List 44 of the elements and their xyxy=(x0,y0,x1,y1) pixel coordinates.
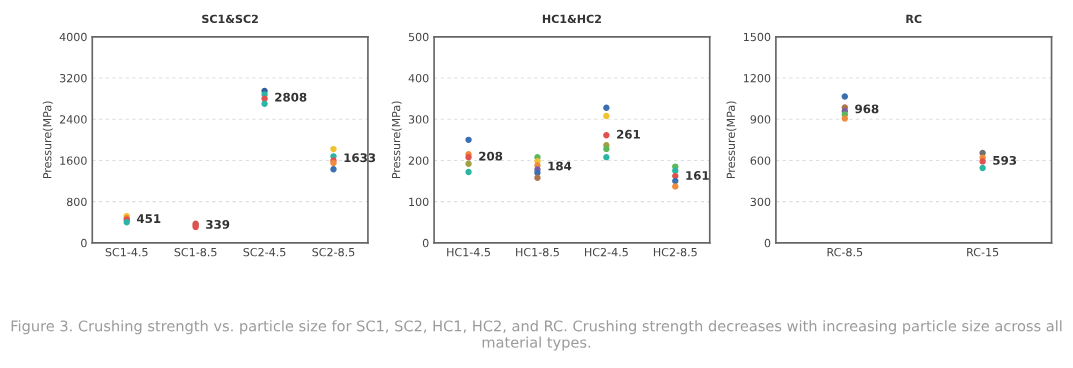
x-tick-label: HC1-8.5 xyxy=(516,247,559,257)
annotation: 593 xyxy=(993,155,1017,165)
y-tick-label: 100 xyxy=(409,197,429,207)
y-tick-label: 0 xyxy=(422,238,429,248)
chart-title: SC1&SC2 xyxy=(202,14,258,24)
annotation: 161 xyxy=(686,171,709,180)
x-tick-label: SC1-4.5 xyxy=(105,247,148,257)
x-tick-label: SC2-4.5 xyxy=(243,247,286,257)
y-tick-label: 1600 xyxy=(60,156,87,165)
y-axis-title: Pressure(MPa) xyxy=(726,101,737,179)
x-tick-label: HC2-4.5 xyxy=(585,247,628,257)
x-tick-label: RC-8.5 xyxy=(827,247,863,257)
y-tick-label: 2400 xyxy=(59,115,87,124)
y-tick-label: 500 xyxy=(408,32,429,42)
y-tick-label: 3200 xyxy=(59,73,87,83)
annotation: 184 xyxy=(548,161,572,171)
x-tick-label: HC1-4.5 xyxy=(447,247,490,257)
y-tick-label: 400 xyxy=(408,73,429,83)
annotation: 451 xyxy=(136,214,161,224)
y-axis-title: Pressure(MPa) xyxy=(391,101,402,179)
y-tick-label: 900 xyxy=(750,115,771,124)
y-tick-label: 200 xyxy=(408,156,429,165)
y-tick-label: 800 xyxy=(66,197,87,207)
annotation: 339 xyxy=(206,219,230,229)
y-tick-label: 300 xyxy=(408,115,429,124)
y-tick-label: 4000 xyxy=(59,32,87,42)
y-tick-label: 0 xyxy=(81,238,87,248)
caption: Figure 3. Crushing strength vs. particle size for SC1, SC2, HC1, HC2, and RC. Crushing strength decreases with increasing particle size across all material types. xyxy=(11,320,1062,351)
x-tick-label: HC2-8.5 xyxy=(653,247,697,257)
annotation: 208 xyxy=(479,151,503,161)
chart-title: RC xyxy=(906,14,922,24)
x-tick-label: SC1-8.5 xyxy=(174,247,217,257)
annotation: 261 xyxy=(617,129,640,139)
annotation: 968 xyxy=(855,104,879,114)
y-tick-label: 1500 xyxy=(743,32,771,42)
x-tick-label: SC2-8.5 xyxy=(312,247,355,257)
chart-title: HC1&HC2 xyxy=(542,14,601,24)
annotation: 2808 xyxy=(275,92,307,102)
y-tick-label: 300 xyxy=(750,197,771,207)
y-tick-label: 600 xyxy=(750,156,771,165)
x-tick-label: RC-15 xyxy=(967,247,999,257)
y-tick-label: 1200 xyxy=(743,73,771,83)
y-tick-label: 0 xyxy=(764,238,771,248)
y-axis-title: Pressure(MPa) xyxy=(42,101,53,179)
